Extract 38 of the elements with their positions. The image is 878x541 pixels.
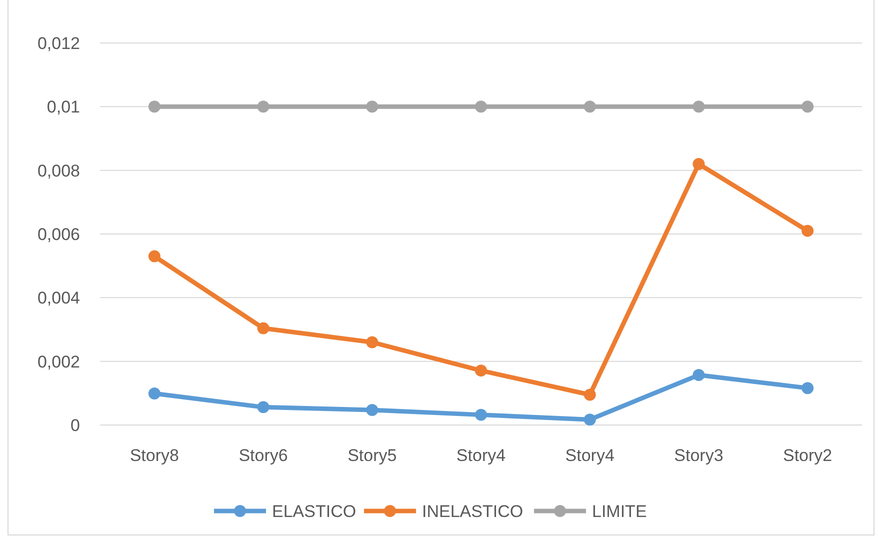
point: [257, 322, 270, 334]
x-tick-label: Story6: [238, 446, 288, 465]
point: [148, 100, 160, 113]
x-tick-label: Story8: [130, 446, 179, 465]
y-tick-label: 0,008: [37, 161, 80, 180]
y-tick-label: 0,012: [37, 34, 80, 53]
legend-label: INELASTICO: [422, 502, 524, 521]
point: [692, 158, 705, 170]
x-tick-label: Story2: [783, 446, 832, 465]
point: [148, 387, 160, 400]
point: [148, 250, 160, 262]
point: [584, 414, 596, 426]
y-tick-label: 0,004: [37, 288, 80, 308]
point: [475, 100, 487, 113]
point: [475, 364, 487, 377]
point: [366, 100, 378, 113]
point: [366, 336, 378, 348]
point: [257, 401, 270, 414]
point: [584, 100, 596, 113]
point: [366, 404, 378, 416]
y-tick-label: 0,002: [37, 352, 80, 372]
point: [802, 382, 814, 394]
y-tick-label: 0: [70, 416, 80, 435]
y-tick-label: 0,006: [37, 224, 80, 244]
point: [692, 369, 705, 382]
point: [802, 100, 814, 113]
point: [584, 388, 596, 401]
point: [257, 100, 270, 113]
point: [802, 224, 814, 237]
point: [692, 100, 705, 113]
x-tick-label: Story5: [348, 446, 397, 465]
y-tick-label: 0,01: [46, 98, 80, 117]
x-tick-label: Story3: [674, 446, 724, 465]
legend-label: LIMITE: [592, 502, 647, 521]
x-tick-label: Story4: [456, 446, 506, 465]
point: [475, 408, 487, 421]
x-tick-label: Story4: [565, 446, 614, 465]
legend-label: ELASTICO: [272, 502, 356, 521]
